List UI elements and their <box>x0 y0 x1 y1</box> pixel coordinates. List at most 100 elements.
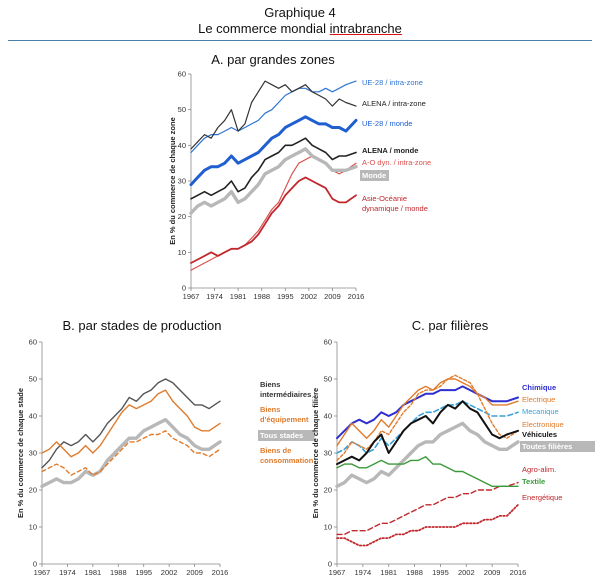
series-line-a-5 <box>189 147 358 215</box>
series-line-a-4 <box>190 155 357 271</box>
legend-label: consommation <box>260 456 314 465</box>
y-tick-label: 10 <box>29 523 37 532</box>
series-line-b-1 <box>41 389 221 458</box>
legend-label: Textile <box>522 477 545 486</box>
x-tick-label: 1995 <box>432 568 449 576</box>
x-tick-label: 2016 <box>510 568 527 576</box>
y-tick-label: 0 <box>328 560 332 569</box>
series-line-c-1 <box>336 378 519 447</box>
legend-label: Chimique <box>522 383 556 392</box>
series-line-a-3 <box>190 137 357 200</box>
x-tick-label: 2016 <box>212 568 229 576</box>
header-divider <box>8 40 592 41</box>
legend-label: Toutes filières <box>522 442 572 451</box>
series-line-c-3 <box>336 374 519 462</box>
series-line-c-7 <box>336 456 519 487</box>
y-axis-title-b: En % du commerce de chaque stade <box>16 388 25 518</box>
panel-a: A. par grandes zones 0 10 20 30 40 50 60 1967 197… <box>168 52 431 301</box>
x-tick-label: 1995 <box>135 568 152 576</box>
y-tick-label: 0 <box>33 560 37 569</box>
legend-label: Biens <box>260 380 280 389</box>
series-line-c-6 <box>336 481 519 536</box>
figure-title-underlined: intrabranche <box>329 21 402 36</box>
panel-title-a: A. par grandes zones <box>211 52 335 67</box>
legend-label: intermédiaires <box>260 390 311 399</box>
x-tick-label: 1967 <box>329 568 346 576</box>
series-line-b-2 <box>40 418 222 488</box>
panel-title-b: B. par stades de production <box>63 318 222 333</box>
x-tick-label: 2009 <box>324 292 341 301</box>
series-line-c-5 <box>335 421 520 488</box>
legend-box <box>258 430 315 441</box>
y-tick-label: 60 <box>324 338 332 347</box>
legend-label: d'équipement <box>260 415 309 424</box>
x-tick-label: 2002 <box>301 292 318 301</box>
figure-label: Graphique 4 <box>264 5 336 20</box>
y-tick-label: 50 <box>324 375 332 384</box>
panel-c: C. par filières 0 10 20 30 40 50 60 1967 1974 1981… <box>311 318 595 576</box>
x-tick-label: 2009 <box>186 568 203 576</box>
figure-title-prefix: Le commerce mondial <box>198 21 330 36</box>
panel-b: B. par stades de production 0 10 20 30 40 50 60… <box>16 318 315 576</box>
legend-label: Mecanique <box>522 407 559 416</box>
y-tick-label: 40 <box>178 141 186 150</box>
y-tick-label: 0 <box>182 284 186 293</box>
legend-label: Biens de <box>260 446 291 455</box>
y-tick-label: 60 <box>29 338 37 347</box>
series-line-a-0 <box>190 80 357 154</box>
legend-label: Electrique <box>522 395 555 404</box>
legend-label: Monde <box>362 171 386 180</box>
y-tick-label: 30 <box>29 449 37 458</box>
y-tick-label: 50 <box>178 105 186 114</box>
legend-label: UE-28 / intra-zone <box>362 78 423 87</box>
legend-box <box>520 441 595 452</box>
legend-label: Electronique <box>522 420 564 429</box>
x-tick-label: 1967 <box>183 292 200 301</box>
series-line-a-6 <box>190 176 357 264</box>
y-tick-label: 40 <box>324 412 332 421</box>
series-line-a-2 <box>189 115 358 187</box>
x-tick-label: 1988 <box>406 568 423 576</box>
x-tick-label: 1974 <box>206 292 223 301</box>
y-tick-label: 20 <box>178 212 186 221</box>
x-tick-label: 1981 <box>85 568 102 576</box>
y-tick-label: 20 <box>29 486 37 495</box>
legend-label: Asie-Océanie <box>362 194 407 203</box>
y-tick-label: 30 <box>324 449 332 458</box>
y-tick-label: 20 <box>324 486 332 495</box>
y-tick-label: 10 <box>324 523 332 532</box>
legend-label: dynamique / monde <box>362 204 428 213</box>
x-tick-label: 2009 <box>484 568 501 576</box>
y-tick-label: 10 <box>178 248 186 257</box>
legend-label: ALENA / intra-zone <box>362 99 426 108</box>
figure-title: Le commerce mondial intrabranche <box>0 21 600 36</box>
y-tick-label: 50 <box>29 375 37 384</box>
x-tick-label: 1981 <box>230 292 247 301</box>
legend-label: ALENA / monde <box>362 146 418 155</box>
series-line-c-4 <box>336 400 519 466</box>
y-tick-label: 30 <box>178 177 186 186</box>
x-tick-label: 1988 <box>253 292 270 301</box>
x-tick-label: 1974 <box>355 568 372 576</box>
x-tick-label: 1967 <box>34 568 51 576</box>
series-line-b-3 <box>41 430 221 476</box>
x-tick-label: 2016 <box>348 292 365 301</box>
y-tick-label: 60 <box>178 70 186 79</box>
x-tick-label: 1974 <box>59 568 76 576</box>
y-axis-title-c: En % du commerce de chaque filière <box>311 388 320 518</box>
legend-label: A-O dyn. / intra-zone <box>362 158 431 167</box>
x-tick-label: 2002 <box>161 568 178 576</box>
legend-label: Véhicules <box>522 430 557 439</box>
x-tick-label: 1988 <box>110 568 127 576</box>
y-axis-title-a: En % du commerce de chaque zone <box>168 117 177 245</box>
x-tick-label: 2002 <box>458 568 475 576</box>
legend-label: Agro-alim. <box>522 465 556 474</box>
legend-label: UE-28 / monde <box>362 119 412 128</box>
x-tick-label: 1995 <box>277 292 294 301</box>
legend-box <box>360 170 389 181</box>
series-line-b-0 <box>41 378 221 469</box>
legend-label: Tous stades <box>260 431 303 440</box>
series-line-a-1 <box>190 80 357 150</box>
x-tick-label: 1981 <box>380 568 397 576</box>
